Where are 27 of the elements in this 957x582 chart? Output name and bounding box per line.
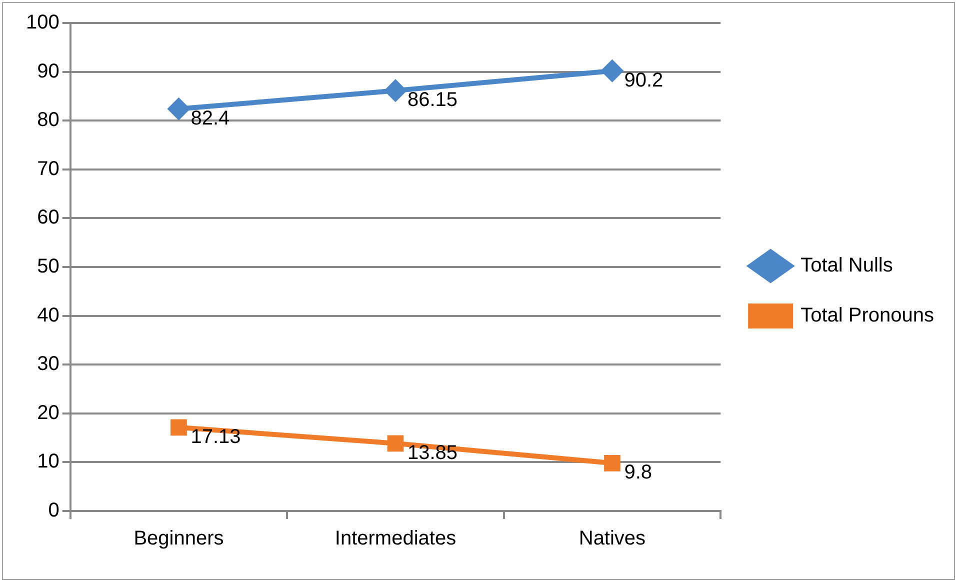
data-label: 9.8: [624, 462, 652, 484]
point: [604, 455, 620, 472]
legend-label: Total Pronouns: [800, 304, 934, 327]
point: [384, 80, 406, 102]
data-label: 17.13: [190, 426, 241, 448]
x-tick-label: Beginners: [134, 528, 224, 550]
y-tick-label: 90: [37, 60, 60, 82]
y-tick-label: 10: [37, 450, 60, 473]
data-label: 90.2: [624, 69, 664, 92]
y-tick-label: 40: [37, 304, 60, 326]
y-tick-label: 50: [37, 256, 60, 278]
y-tick-label: 70: [37, 158, 60, 180]
y-tick-label: 80: [37, 109, 60, 132]
y-tick-label: 20: [37, 402, 60, 424]
y-tick-label: 0: [48, 500, 60, 522]
data-label: 86.15: [407, 89, 458, 112]
data-label: 82.4: [190, 107, 230, 130]
point: [602, 60, 623, 82]
y-tick-label: 30: [37, 353, 60, 376]
legend-label: Total Nulls: [800, 254, 893, 277]
y-tick-label: 60: [37, 206, 60, 229]
point: [168, 98, 190, 120]
point: [170, 419, 187, 436]
y-tick-label: 100: [26, 12, 60, 34]
x-tick-label: Intermediates: [334, 528, 456, 550]
x-tick-label: Natives: [578, 528, 646, 550]
point: [387, 435, 404, 452]
